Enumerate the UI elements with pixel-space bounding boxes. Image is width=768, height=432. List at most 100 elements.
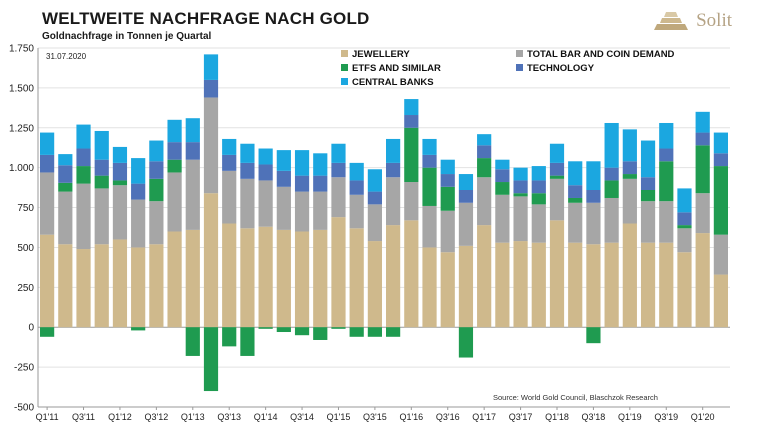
bar-total-bar-and-coin-demand-Q2'13	[204, 97, 218, 193]
bar-etfs-and-similar-Q2'11	[58, 183, 72, 192]
bar-technology-Q4'15	[386, 163, 400, 177]
bar-technology-Q4'17	[532, 180, 546, 193]
bar-etfs-and-similar-Q1'12	[113, 180, 127, 185]
bar-etfs-and-similar-Q2'17	[495, 182, 509, 195]
bar-technology-Q4'19	[677, 212, 691, 225]
x-tick-label: Q1'15	[327, 412, 351, 422]
bar-jewellery-Q4'19	[677, 252, 691, 327]
bar-total-bar-and-coin-demand-Q3'12	[149, 201, 163, 244]
bar-technology-Q1'15	[331, 163, 345, 177]
bar-jewellery-Q2'15	[350, 228, 364, 327]
bar-technology-Q1'17	[477, 145, 491, 158]
bar-etfs-and-similar-Q1'14	[259, 327, 273, 329]
x-tick-label: Q1'19	[618, 412, 642, 422]
y-tick-label: -250	[14, 363, 34, 374]
bar-jewellery-Q1'11	[40, 235, 54, 328]
bar-jewellery-Q1'17	[477, 225, 491, 327]
bar-jewellery-Q2'20	[714, 275, 728, 328]
bar-technology-Q1'13	[186, 142, 200, 160]
bar-technology-Q2'20	[714, 153, 728, 166]
x-axis: Q1'11 Q3'11 Q1'12 Q3'12 Q1'13 Q3'13 Q1'14 Q3'14…	[36, 407, 715, 422]
bar-central-banks-Q3'11	[76, 125, 90, 149]
legend-swatch-total-bar-and-coin-demand	[516, 50, 523, 57]
bar-etfs-and-similar-Q4'19	[677, 225, 691, 228]
bar-central-banks-Q1'17	[477, 134, 491, 145]
x-tick-label: Q1'13	[181, 412, 205, 422]
bars	[40, 54, 728, 391]
legend-label: TOTAL BAR AND COIN DEMAND	[527, 49, 675, 60]
bar-technology-Q1'18	[550, 163, 564, 176]
bar-total-bar-and-coin-demand-Q1'17	[477, 177, 491, 225]
bar-jewellery-Q4'11	[95, 244, 109, 327]
x-tick-label: Q1'14	[254, 412, 278, 422]
bar-central-banks-Q4'18	[605, 123, 619, 168]
bar-total-bar-and-coin-demand-Q3'17	[513, 196, 527, 241]
bar-etfs-and-similar-Q1'15	[331, 327, 345, 329]
bar-jewellery-Q3'16	[441, 252, 455, 327]
bar-technology-Q2'11	[58, 165, 72, 183]
bar-central-banks-Q3'13	[222, 139, 236, 155]
bar-etfs-and-similar-Q3'19	[659, 161, 673, 201]
bar-etfs-and-similar-Q4'16	[459, 327, 473, 357]
bar-total-bar-and-coin-demand-Q1'19	[623, 179, 637, 224]
bar-central-banks-Q2'14	[277, 150, 291, 171]
y-tick-label: 750	[17, 203, 34, 214]
legend-swatch-central-banks	[341, 78, 348, 85]
bar-central-banks-Q2'19	[641, 141, 655, 178]
bar-etfs-and-similar-Q2'15	[350, 327, 364, 337]
bar-total-bar-and-coin-demand-Q3'19	[659, 201, 673, 242]
bar-jewellery-Q2'12	[131, 247, 145, 327]
bar-central-banks-Q3'15	[368, 169, 382, 191]
bar-technology-Q1'20	[696, 133, 710, 146]
bar-central-banks-Q3'14	[295, 150, 309, 176]
bar-jewellery-Q3'11	[76, 249, 90, 327]
bar-jewellery-Q1'18	[550, 220, 564, 327]
bar-technology-Q2'17	[495, 169, 509, 182]
bar-technology-Q2'13	[204, 80, 218, 98]
bar-technology-Q1'16	[404, 115, 418, 128]
bar-central-banks-Q4'15	[386, 139, 400, 163]
bar-central-banks-Q4'17	[532, 166, 546, 180]
bar-jewellery-Q3'19	[659, 243, 673, 328]
bar-total-bar-and-coin-demand-Q4'17	[532, 204, 546, 242]
bar-jewellery-Q1'19	[623, 224, 637, 328]
bar-central-banks-Q2'18	[568, 161, 582, 185]
bar-technology-Q2'15	[350, 180, 364, 194]
y-tick-label: 1.000	[9, 163, 34, 174]
bar-technology-Q1'14	[259, 164, 273, 180]
bar-total-bar-and-coin-demand-Q4'11	[95, 188, 109, 244]
x-tick-label: Q3'14	[290, 412, 314, 422]
bar-technology-Q2'19	[641, 177, 655, 190]
bar-technology-Q1'19	[623, 161, 637, 174]
x-tick-label: Q1'12	[108, 412, 132, 422]
bar-total-bar-and-coin-demand-Q2'15	[350, 195, 364, 229]
bar-central-banks-Q4'16	[459, 174, 473, 190]
bar-jewellery-Q3'12	[149, 244, 163, 327]
bar-technology-Q4'16	[459, 190, 473, 203]
legend-label: TECHNOLOGY	[527, 63, 595, 74]
y-tick-label: 500	[17, 243, 34, 254]
bar-total-bar-and-coin-demand-Q1'15	[331, 177, 345, 217]
bar-etfs-and-similar-Q4'17	[532, 193, 546, 204]
bar-total-bar-and-coin-demand-Q4'12	[167, 172, 181, 231]
bar-etfs-and-similar-Q1'19	[623, 174, 637, 179]
bar-central-banks-Q4'13	[240, 144, 254, 163]
bar-etfs-and-similar-Q1'13	[186, 327, 200, 356]
bar-etfs-and-similar-Q2'20	[714, 166, 728, 235]
bar-jewellery-Q4'18	[605, 243, 619, 328]
y-tick-label: 0	[28, 323, 34, 334]
bar-central-banks-Q4'11	[95, 131, 109, 160]
bar-total-bar-and-coin-demand-Q3'16	[441, 211, 455, 252]
bar-central-banks-Q3'17	[513, 168, 527, 181]
bar-etfs-and-similar-Q4'14	[313, 327, 327, 340]
bar-total-bar-and-coin-demand-Q2'18	[568, 203, 582, 243]
bar-technology-Q4'18	[605, 168, 619, 181]
gold-demand-chart: -500-25002505007501.0001.2501.5001.750 Q…	[0, 0, 768, 432]
bar-technology-Q2'12	[131, 184, 145, 200]
bar-jewellery-Q3'15	[368, 241, 382, 327]
bar-total-bar-and-coin-demand-Q2'14	[277, 187, 291, 230]
bar-technology-Q3'16	[441, 174, 455, 187]
y-axis: -500 -250 0 250 500 750 1.000 1.250 1.500 1.750	[9, 44, 34, 414]
bar-jewellery-Q3'14	[295, 231, 309, 327]
bar-jewellery-Q2'11	[58, 244, 72, 327]
